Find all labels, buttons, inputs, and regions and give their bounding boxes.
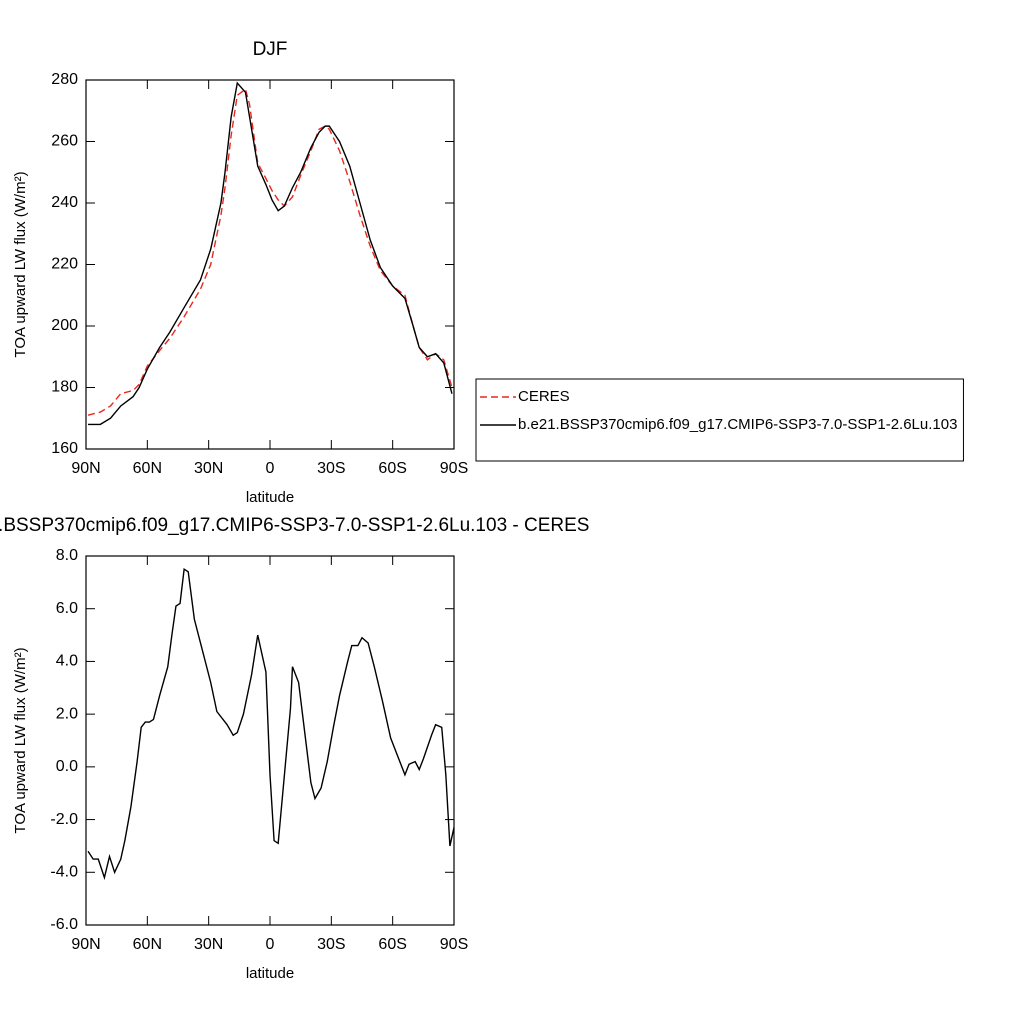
y-tick-label: 4.0	[56, 653, 78, 670]
y-tick-label: 220	[51, 256, 78, 273]
x-axis-label: latitude	[246, 965, 294, 982]
x-tick-label: 30S	[317, 460, 345, 477]
panel: DJF latitude TOA upward LW flux (W/m²) 160 1…	[12, 39, 964, 506]
y-tick-label: -6.0	[50, 916, 78, 933]
plot-frame	[85, 555, 455, 926]
panel: b.e21.BSSP370cmip6.f09_g17.CMIP6-SSP3-7.…	[0, 515, 589, 982]
x-tick-label: 60N	[133, 460, 162, 477]
y-tick-label: 260	[51, 133, 78, 150]
x-tick-label: 60S	[378, 460, 406, 477]
y-tick-label: -2.0	[50, 811, 78, 828]
x-tick-label: 0	[266, 460, 275, 477]
x-tick-label: 30S	[317, 936, 345, 953]
y-tick-label: 2.0	[56, 705, 78, 722]
x-tick-label: 60S	[378, 936, 406, 953]
x-tick-label: 90N	[71, 460, 100, 477]
y-axis-label: TOA upward LW flux (W/m²)	[12, 171, 29, 357]
y-tick-label: 0.0	[56, 758, 78, 775]
legend: CERES b.e21.BSSP370cmip6.f09_g17.CMIP6-SS…	[475, 378, 964, 462]
legend-label: CERES	[518, 388, 570, 405]
x-tick-label: 0	[266, 936, 275, 953]
x-tick-label: 90S	[440, 460, 468, 477]
y-tick-label: -4.0	[50, 864, 78, 881]
y-tick-label: 280	[51, 71, 78, 88]
x-axis-label: latitude	[246, 489, 294, 506]
legend-label: b.e21.BSSP370cmip6.f09_g17.CMIP6-SSP3-7.…	[518, 416, 957, 433]
x-tick-label: 30N	[194, 936, 223, 953]
chart-title: DJF	[253, 39, 288, 60]
y-tick-label: 8.0	[56, 547, 78, 564]
y-axis-label: TOA upward LW flux (W/m²)	[12, 647, 29, 833]
y-tick-label: 200	[51, 317, 78, 334]
y-tick-label: 180	[51, 379, 78, 396]
y-tick-label: 6.0	[56, 600, 78, 617]
y-tick-label: 160	[51, 440, 78, 457]
x-tick-label: 90N	[71, 936, 100, 953]
data-line	[87, 88, 453, 416]
chart-title: b.e21.BSSP370cmip6.f09_g17.CMIP6-SSP3-7.…	[0, 515, 589, 536]
y-tick-label: 240	[51, 194, 78, 211]
data-line	[88, 81, 453, 426]
x-tick-label: 30N	[194, 460, 223, 477]
x-tick-label: 90S	[440, 936, 468, 953]
legend-box	[475, 378, 964, 462]
data-line	[87, 567, 455, 881]
plot-frame	[85, 79, 455, 450]
x-tick-label: 60N	[133, 936, 162, 953]
